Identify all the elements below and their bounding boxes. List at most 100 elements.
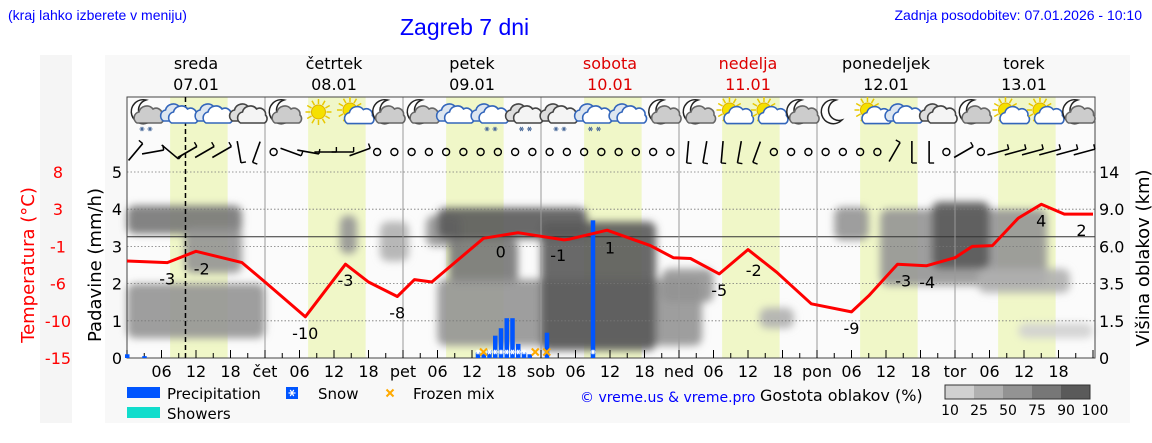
wind-barb-icon (752, 141, 762, 165)
wind-barb-icon (685, 140, 692, 165)
sun-ray (1043, 98, 1048, 104)
wind-shaft (1073, 148, 1096, 156)
cloud-height-axis-tick: 6.0 (1099, 237, 1124, 256)
wind-barb (1041, 144, 1044, 150)
calm-wind-icon (476, 147, 485, 157)
precipitation-bar (498, 328, 504, 358)
x-tick-label: 18 (1048, 362, 1068, 381)
cloud-region (127, 205, 242, 234)
sun-cloud-icon (992, 97, 1031, 125)
wind-shaft (1056, 148, 1078, 156)
calm-wind-icon (821, 147, 830, 157)
day-name: petek (449, 54, 495, 73)
wind-shaft (194, 145, 215, 159)
temperature-label: -5 (711, 281, 727, 300)
sun-ray (306, 115, 312, 120)
sun-ray (1012, 102, 1018, 107)
calm-wind-icon (441, 147, 451, 157)
precipitation-bar (481, 352, 486, 358)
day-date: 07.01 (173, 75, 219, 94)
frozen-mix-marker (542, 347, 551, 357)
wind-shaft (888, 142, 901, 162)
location-menu-hint: (kraj lahko izberete v meniju) (8, 7, 187, 23)
snow-marker (475, 349, 481, 355)
calm-wind-icon (545, 147, 554, 157)
cloud-region (380, 221, 409, 262)
cloud-shape (1064, 105, 1096, 124)
calm-wind-icon (269, 147, 278, 157)
legend-frozen-mix: Frozen mix (413, 385, 495, 403)
cloud-region (127, 283, 265, 339)
sun-ray (993, 113, 999, 118)
wind-shaft (736, 141, 743, 163)
snowflake-stroke (493, 126, 497, 132)
precipitation-bar (487, 350, 492, 358)
day-date: 11.01 (725, 75, 771, 94)
sun-cloud-icon (1026, 97, 1065, 125)
cloud-shape (374, 105, 406, 124)
calm-wind-icon (510, 147, 520, 157)
sun-ray (756, 98, 761, 104)
wind-barb-icon (331, 147, 355, 153)
legend: Precipitation Snow Frozen mix Showers © vrem… (127, 384, 1108, 423)
wind-barb-icon (194, 141, 215, 159)
cloud-height-axis-tick: 0 (1099, 349, 1109, 368)
precipitation-bar (544, 332, 550, 358)
snowflake-stroke (527, 126, 532, 132)
x-tick-label: 12 (186, 362, 206, 381)
cloud-height-axis-tick: 1.5 (1099, 312, 1124, 331)
wind-barb (752, 161, 758, 165)
cross-stroke (542, 347, 551, 357)
cloud-shape (723, 105, 755, 125)
cross-stroke (531, 347, 540, 357)
temp-axis-tick: 3 (53, 200, 63, 219)
wind-shaft (349, 147, 371, 157)
sun-ray (321, 118, 326, 124)
x-axis: 06 12 18 čet 06 12 18 pet 06 12 18 sob 06 12 18 ned 06 12… (126, 350, 1094, 381)
snow-star-stroke (510, 349, 515, 355)
precipitation-swatch (127, 387, 160, 398)
snowflake-stroke (554, 126, 558, 132)
cross-stroke (479, 347, 488, 357)
wind-barb (702, 162, 709, 165)
precip-axis-tick: 4 (112, 200, 122, 219)
sun-ray (874, 102, 880, 107)
temperature-label: -3 (338, 271, 354, 290)
x-tick-label-day: tor (944, 362, 967, 381)
wind-barb (138, 139, 144, 145)
x-tick-label: 12 (1014, 362, 1034, 381)
sun-ray (767, 98, 772, 104)
temperature-label: -1 (550, 246, 566, 265)
day-date: 09.01 (449, 75, 495, 94)
snowflake-stroke (519, 126, 524, 132)
cloud-blue-icon (608, 103, 648, 124)
density-swatch (945, 385, 974, 399)
snow-marker (498, 349, 504, 355)
temperature-label: -10 (292, 324, 318, 343)
snowflake-icon (587, 126, 593, 132)
wind-barb-icon (736, 141, 743, 165)
sun-ray (717, 102, 723, 107)
copyright-link[interactable]: © vreme.us & vreme.pro (580, 390, 755, 406)
day-name: sobota (583, 54, 637, 73)
cloud-region (449, 238, 518, 284)
precipitation-bar (493, 335, 498, 358)
x-tick-label: 18 (634, 362, 654, 381)
cross-stroke (385, 388, 395, 398)
snowflake-icon (147, 126, 153, 132)
x-tick-label: 18 (220, 362, 240, 381)
cloud-shape (650, 105, 682, 124)
wind-barb-icon (1056, 144, 1079, 156)
wind-shaft (236, 141, 242, 163)
wind-shaft (752, 141, 762, 163)
calm-wind-icon (648, 147, 658, 157)
x-tick-label: 18 (772, 362, 792, 381)
calm-wind-icon (838, 147, 848, 157)
wind-barb-icon (1021, 144, 1044, 156)
calm-wind-icon (597, 147, 606, 157)
sun-ray (998, 98, 1003, 104)
snowflake-icon (484, 126, 490, 132)
frozen-mix-icon (385, 388, 395, 398)
plot-border (126, 96, 1096, 359)
